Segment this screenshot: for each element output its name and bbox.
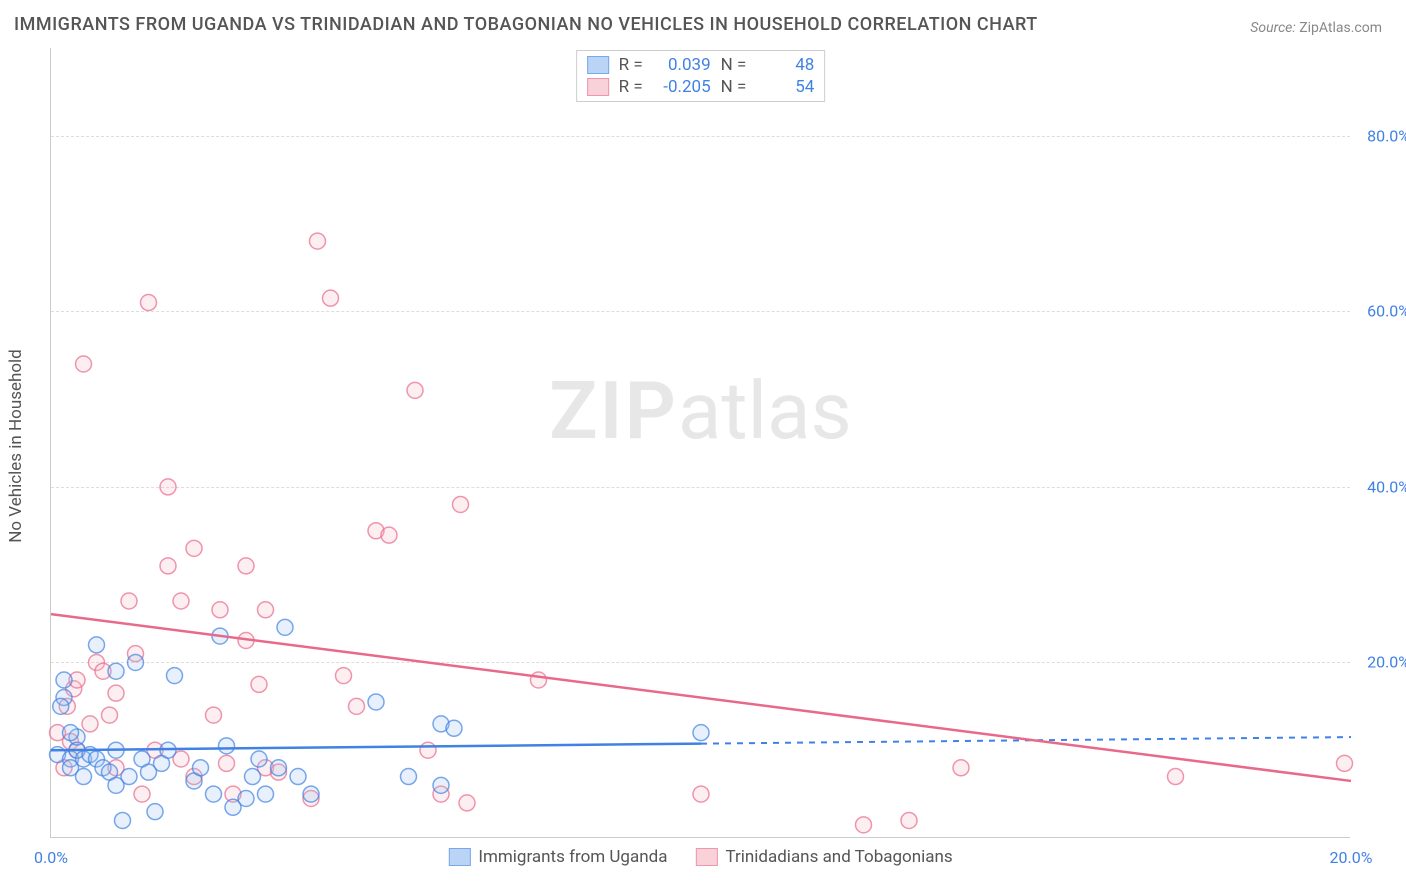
scatter-point (186, 540, 202, 556)
legend-item-uganda: Immigrants from Uganda (448, 847, 667, 867)
scatter-point (173, 593, 189, 609)
scatter-point (160, 558, 176, 574)
scatter-point (303, 786, 319, 802)
scatter-point (108, 663, 124, 679)
legend-label-trinidad: Trinidadians and Tobagonians (725, 847, 952, 867)
scatter-point (433, 777, 449, 793)
y-tick-label: 80.0% (1355, 126, 1406, 145)
scatter-point (238, 791, 254, 807)
trend-line (51, 614, 1351, 781)
scatter-point (141, 295, 157, 311)
scatter-point (147, 804, 163, 820)
y-tick-label: 60.0% (1355, 302, 1406, 321)
scatter-point (901, 812, 917, 828)
scatter-point (219, 755, 235, 771)
scatter-point (459, 795, 475, 811)
scatter-point (531, 672, 547, 688)
legend-swatch-uganda (587, 56, 609, 74)
scatter-point (206, 707, 222, 723)
x-tick-label: 0.0% (34, 848, 68, 867)
legend-swatch-uganda-icon (448, 848, 470, 866)
scatter-point (251, 751, 267, 767)
scatter-point (82, 716, 98, 732)
legend-correlation: R = 0.039 N = 48 R = -0.205 N = 54 (576, 50, 826, 102)
n-label: N = (721, 77, 747, 97)
scatter-point (953, 760, 969, 776)
plot-area: ZIPatlas 20.0%40.0%60.0%80.0% R = 0.039 … (50, 48, 1350, 838)
scatter-point (89, 637, 105, 653)
legend-item-trinidad: Trinidadians and Tobagonians (695, 847, 952, 867)
source-attribution: Source: ZipAtlas.com (1250, 20, 1382, 36)
scatter-point (856, 817, 872, 833)
r-value-trinidad: -0.205 (649, 77, 711, 97)
y-tick-label: 40.0% (1355, 477, 1406, 496)
scatter-point (76, 356, 92, 372)
y-axis-title: No Vehicles in Household (6, 349, 26, 543)
scatter-point (368, 694, 384, 710)
scatter-point (115, 812, 131, 828)
scatter-point (121, 593, 137, 609)
scatter-point (693, 725, 709, 741)
scatter-point (1337, 755, 1353, 771)
n-value-trinidad: 54 (752, 77, 814, 97)
scatter-point (212, 602, 228, 618)
source-label: Source: (1250, 20, 1295, 36)
scatter-point (258, 602, 274, 618)
scatter-point (134, 786, 150, 802)
scatter-point (336, 668, 352, 684)
scatter-point (290, 769, 306, 785)
n-value-uganda: 48 (752, 55, 814, 75)
scatter-point (108, 777, 124, 793)
legend-series: Immigrants from Uganda Trinidadians and … (448, 847, 952, 867)
legend-row-trinidad: R = -0.205 N = 54 (587, 77, 815, 97)
y-tick-label: 20.0% (1355, 653, 1406, 672)
scatter-point (128, 654, 144, 670)
scatter-point (219, 738, 235, 754)
legend-row-uganda: R = 0.039 N = 48 (587, 55, 815, 75)
scatter-point (102, 707, 118, 723)
n-label: N = (721, 55, 747, 75)
legend-swatch-trinidad-icon (695, 848, 717, 866)
scatter-point (420, 742, 436, 758)
scatter-point (245, 769, 261, 785)
scatter-point (108, 685, 124, 701)
source-value: ZipAtlas.com (1299, 20, 1382, 36)
scatter-point (323, 290, 339, 306)
scatter-point (401, 769, 417, 785)
scatter-point (407, 382, 423, 398)
scatter-point (310, 233, 326, 249)
scatter-point (193, 760, 209, 776)
scatter-point (693, 786, 709, 802)
scatter-point (381, 527, 397, 543)
scatter-point (1168, 769, 1184, 785)
scatter-point (349, 698, 365, 714)
scatter-point (258, 786, 274, 802)
scatter-point (53, 698, 69, 714)
scatter-point (453, 496, 469, 512)
legend-swatch-trinidad (587, 78, 609, 96)
x-tick-label: 20.0% (1330, 848, 1373, 867)
scatter-point (271, 760, 287, 776)
scatter-point (206, 786, 222, 802)
r-value-uganda: 0.039 (649, 55, 711, 75)
plot-svg (51, 48, 1350, 837)
scatter-point (277, 619, 293, 635)
scatter-point (76, 769, 92, 785)
r-label: R = (619, 77, 643, 97)
scatter-point (251, 676, 267, 692)
legend-label-uganda: Immigrants from Uganda (478, 847, 667, 867)
scatter-point (446, 720, 462, 736)
scatter-point (167, 668, 183, 684)
scatter-point (238, 558, 254, 574)
scatter-point (160, 479, 176, 495)
scatter-point (63, 725, 79, 741)
chart-title: IMMIGRANTS FROM UGANDA VS TRINIDADIAN AN… (14, 14, 1038, 35)
scatter-point (56, 672, 72, 688)
r-label: R = (619, 55, 643, 75)
